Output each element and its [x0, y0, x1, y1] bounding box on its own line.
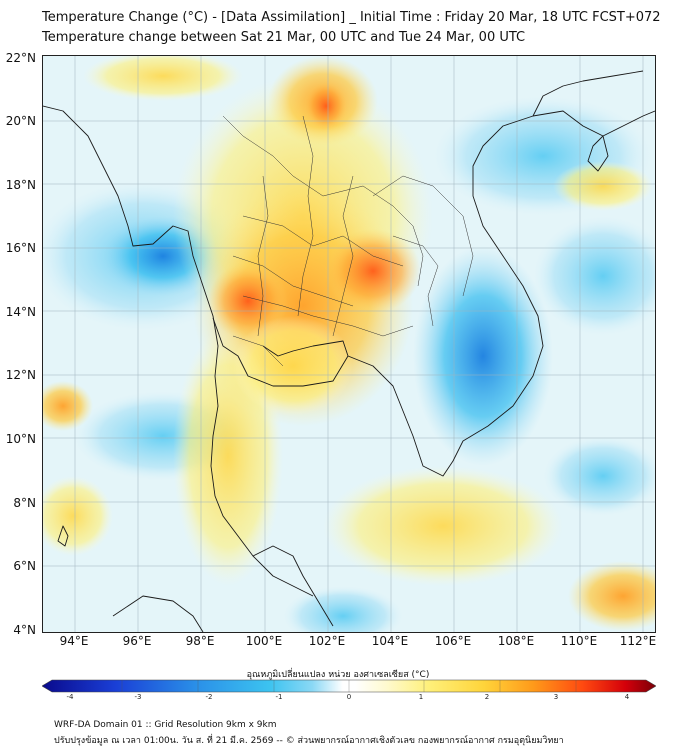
- coastlines: [43, 70, 655, 632]
- lon-label: 108°E: [497, 634, 535, 648]
- lat-label: 8°N: [13, 496, 36, 510]
- lat-label: 4°N: [13, 623, 36, 637]
- lon-label: 110°E: [560, 634, 598, 648]
- province-borders: [222, 115, 474, 367]
- colorbar-tick: -4: [66, 693, 74, 701]
- lat-label: 6°N: [13, 559, 36, 573]
- colorbar-tick: 4: [624, 693, 630, 701]
- lon-label: 96°E: [122, 634, 152, 648]
- footer-model-info: WRF-DA Domain 01 :: Grid Resolution 9km …: [54, 720, 277, 730]
- lat-label: 10°N: [5, 432, 36, 446]
- lat-label: 16°N: [5, 241, 36, 255]
- map-canvas: [43, 56, 655, 632]
- lon-label: 100°E: [245, 634, 283, 648]
- lat-label: 20°N: [5, 114, 36, 128]
- lat-label: 22°N: [5, 51, 36, 65]
- colorbar: [42, 679, 656, 693]
- colorbar-tick: 0: [346, 693, 352, 701]
- temperature-change-map: [42, 55, 656, 633]
- lon-label: 102°E: [308, 634, 346, 648]
- colorbar-segments: [121, 680, 577, 692]
- colorbar-title: อุณหภูมิเปลี่ยนแปลง หน่วย องศาเซลเซียส (…: [246, 670, 430, 680]
- footer-credit: ปรับปรุงข้อมูล ณ เวลา 01:00น. วัน ส. ที่…: [54, 736, 564, 746]
- lon-label: 98°E: [185, 634, 215, 648]
- map-subtitle: Temperature change between Sat 21 Mar, 0…: [42, 30, 526, 45]
- lon-label: 94°E: [59, 634, 89, 648]
- colorbar-tick: 1: [418, 693, 424, 701]
- colorbar-tick: -3: [134, 693, 142, 701]
- graticule: [43, 56, 655, 632]
- lon-label: 104°E: [371, 634, 409, 648]
- lon-label: 112°E: [619, 634, 657, 648]
- colorbar-tick: 3: [553, 693, 559, 701]
- lon-label: 106°E: [434, 634, 472, 648]
- lat-label: 18°N: [5, 178, 36, 192]
- lat-label: 12°N: [5, 368, 36, 382]
- lat-label: 14°N: [5, 305, 36, 319]
- colorbar-tick: -2: [205, 693, 213, 701]
- colorbar-tick: -1: [275, 693, 283, 701]
- warming-areas: [43, 56, 655, 631]
- map-title: Temperature Change (°C) - [Data Assimila…: [42, 10, 661, 25]
- colorbar-tick: 2: [484, 693, 490, 701]
